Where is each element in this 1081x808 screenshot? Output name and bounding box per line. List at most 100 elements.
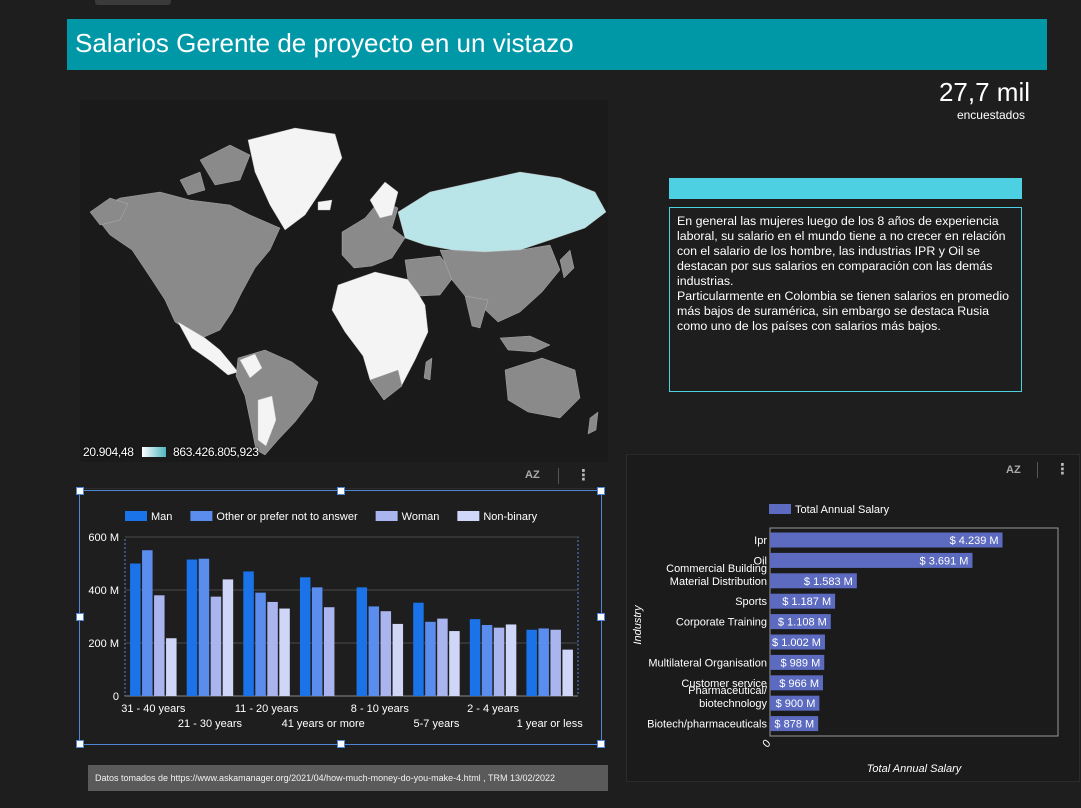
bar[interactable]: [299, 577, 311, 696]
bar[interactable]: [526, 629, 537, 696]
bar[interactable]: [243, 571, 254, 696]
map-region-indonesia[interactable]: [499, 335, 551, 353]
legend-label[interactable]: Total Annual Salary: [795, 504, 890, 516]
bar[interactable]: [142, 550, 153, 696]
bar[interactable]: [356, 587, 368, 696]
y-tick-label: Pharmaceutical/biotechnology: [688, 685, 768, 710]
resize-handle-tl[interactable]: [76, 487, 84, 495]
bar[interactable]: [770, 716, 819, 732]
sort-az-icon[interactable]: AZ: [1006, 464, 1021, 476]
bar[interactable]: [505, 624, 517, 696]
bar[interactable]: [210, 596, 222, 696]
bar[interactable]: [130, 563, 141, 697]
bar[interactable]: [481, 624, 493, 696]
bar[interactable]: [279, 608, 290, 696]
experience-salary-chart[interactable]: 0 200 M 400 M 600 M Man Other or prefer not t…: [76, 487, 605, 748]
map-region-russia[interactable]: [397, 171, 607, 253]
bar[interactable]: [449, 631, 460, 696]
map-region-south-america[interactable]: [235, 349, 319, 456]
legend-label[interactable]: Man: [151, 511, 172, 523]
resize-handle-b[interactable]: [337, 740, 345, 748]
map-region-north-america[interactable]: [91, 191, 281, 339]
x-tick-label: 31 - 40 years: [121, 703, 186, 715]
bar[interactable]: [770, 593, 836, 609]
legend-label[interactable]: Non-binary: [483, 511, 537, 523]
bar[interactable]: [770, 675, 823, 691]
y-axis-title: Industry: [632, 604, 644, 645]
resize-handle-t[interactable]: [337, 487, 345, 495]
bar[interactable]: [437, 618, 448, 696]
bar[interactable]: [255, 592, 266, 696]
legend-label[interactable]: Other or prefer not to answer: [216, 511, 358, 523]
map-region-europe[interactable]: [341, 199, 406, 269]
bar[interactable]: [770, 654, 825, 670]
map-region-australia[interactable]: [504, 357, 581, 419]
data-label: $ 4.239 M: [950, 535, 999, 547]
bar[interactable]: [770, 695, 820, 711]
bar[interactable]: [166, 638, 177, 696]
bar[interactable]: [469, 619, 481, 696]
map-region-alaska[interactable]: [89, 197, 129, 226]
bar[interactable]: [311, 587, 323, 696]
map-region-india[interactable]: [464, 295, 489, 329]
more-vert-icon[interactable]: ⋮: [576, 467, 591, 484]
bar[interactable]: [368, 606, 380, 696]
resize-handle-br[interactable]: [597, 740, 605, 748]
bar[interactable]: [425, 621, 436, 696]
bar[interactable]: [198, 558, 210, 696]
world-map-chart[interactable]: 20.904,48 863.426.805,923: [80, 100, 608, 462]
map-region-middle-east[interactable]: [404, 255, 456, 297]
resize-handle-bl[interactable]: [76, 740, 84, 748]
bar[interactable]: [186, 559, 198, 696]
bar[interactable]: [222, 579, 234, 696]
bar[interactable]: [267, 601, 278, 696]
map-region-colombia[interactable]: [239, 353, 263, 379]
y-tick-label: Corporate Training: [676, 617, 767, 629]
map-region-madagascar[interactable]: [423, 357, 433, 381]
y-tick-label: Oil: [754, 555, 767, 567]
bar-chart-toolbar: AZ ⋮: [80, 464, 605, 489]
legend-swatch: [375, 511, 398, 521]
more-vert-icon[interactable]: ⋮: [1055, 461, 1070, 478]
bar[interactable]: [493, 627, 505, 696]
map-region-new-zealand[interactable]: [587, 411, 599, 435]
bar[interactable]: [154, 595, 165, 696]
map-region-japan[interactable]: [559, 249, 575, 279]
bar[interactable]: [562, 649, 573, 696]
y-tick-label: 0: [113, 691, 119, 703]
bar[interactable]: [392, 623, 404, 696]
map-region-asia[interactable]: [439, 244, 561, 323]
insight-header-bar: [669, 178, 1022, 199]
bar[interactable]: [770, 614, 831, 630]
map-legend-min: 20.904,48: [83, 445, 134, 459]
bar[interactable]: [323, 607, 335, 696]
map-region-south-africa[interactable]: [369, 369, 403, 401]
page-title: Salarios Gerente de proyecto en un vista…: [75, 28, 574, 58]
map-region-scandinavia[interactable]: [369, 181, 399, 219]
kpi-value: 27,7 mil: [938, 77, 1030, 107]
insight-text-box[interactable]: En general las mujeres luego de los 8 añ…: [669, 207, 1022, 392]
resize-handle-tr[interactable]: [597, 487, 605, 495]
bar[interactable]: [770, 573, 857, 589]
bar[interactable]: [550, 629, 561, 696]
y-tick-label: 200 M: [88, 638, 119, 650]
bar[interactable]: [770, 634, 825, 650]
map-region-iceland[interactable]: [317, 199, 333, 211]
bar[interactable]: [770, 532, 1003, 548]
x-tick-label: 11 - 20 years: [235, 703, 299, 715]
map-region-canada-islands[interactable]: [179, 144, 251, 196]
bar[interactable]: [538, 628, 549, 696]
resize-handle-r[interactable]: [597, 613, 605, 621]
bar[interactable]: [380, 611, 392, 696]
industry-salary-chart[interactable]: AZ ⋮ Total Annual Salary $ 4.239 M Ipr $ 3.…: [626, 454, 1080, 782]
bar[interactable]: [413, 602, 424, 696]
x-tick-label: 41 years or more: [282, 718, 365, 730]
bar[interactable]: [770, 552, 973, 568]
world-map[interactable]: [80, 100, 608, 462]
map-region-greenland[interactable]: [247, 127, 343, 231]
map-region-argentina[interactable]: [257, 395, 277, 447]
sort-az-icon[interactable]: AZ: [525, 469, 540, 481]
resize-handle-l[interactable]: [76, 613, 84, 621]
legend-label[interactable]: Woman: [402, 511, 440, 523]
horizontal-bar-svg: Total Annual Salary $ 4.239 M Ipr $ 3.691 M…: [632, 504, 1059, 775]
